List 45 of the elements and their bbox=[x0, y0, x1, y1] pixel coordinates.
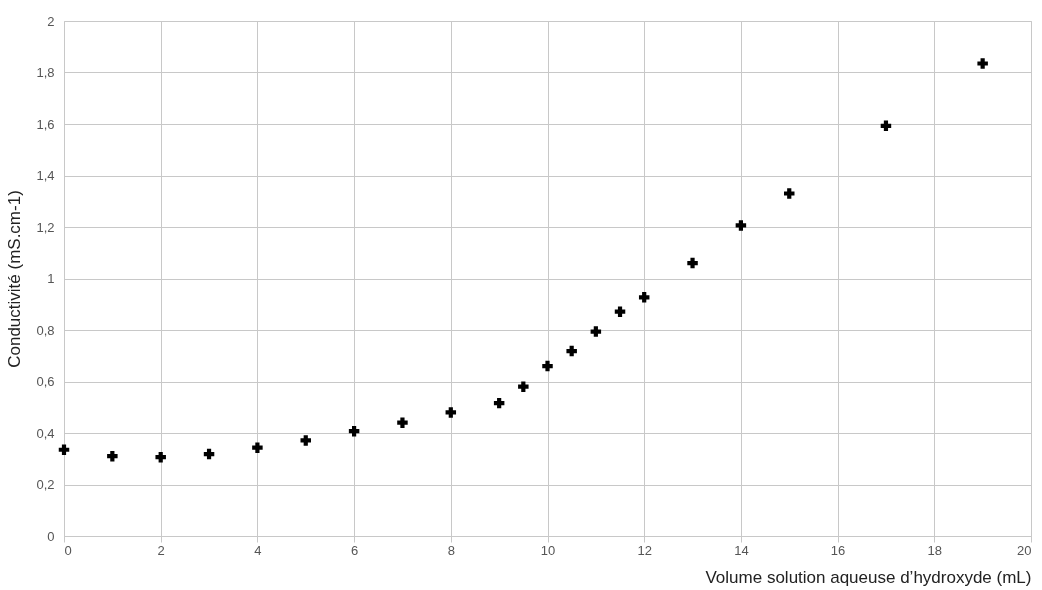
x-tick-label: 20 bbox=[1017, 542, 1032, 558]
point bbox=[590, 326, 602, 337]
y-axis-title: Conductivité (mS.cm-1) bbox=[5, 190, 25, 368]
y-tick-label: 0 bbox=[47, 528, 55, 544]
point bbox=[687, 257, 698, 269]
point bbox=[493, 397, 505, 409]
point bbox=[735, 220, 747, 231]
x-tick-label: 6 bbox=[350, 542, 359, 558]
y-tick-label: 0,6 bbox=[36, 374, 55, 389]
point bbox=[566, 345, 577, 357]
point bbox=[445, 407, 457, 418]
x-tick-label: 10 bbox=[540, 542, 556, 558]
point bbox=[542, 360, 553, 372]
point bbox=[203, 448, 215, 460]
point bbox=[397, 417, 408, 428]
point bbox=[155, 451, 166, 463]
y-tick-label: 0,8 bbox=[36, 322, 55, 338]
x-axis-title: Volume solution aqueuse d’hydroxyde (mL) bbox=[705, 567, 1032, 587]
x-tick-label: 18 bbox=[927, 542, 943, 558]
y-tick-label: 2 bbox=[47, 13, 55, 29]
y-tick-label: 0,4 bbox=[36, 425, 55, 441]
x-tick-label: 12 bbox=[637, 542, 652, 558]
point bbox=[977, 58, 988, 69]
point bbox=[518, 381, 529, 392]
x-tick-label: 16 bbox=[830, 542, 846, 558]
point bbox=[252, 442, 263, 453]
point bbox=[614, 306, 626, 317]
point bbox=[348, 425, 360, 437]
y-tick-label: 1,6 bbox=[36, 116, 55, 132]
x-tick-label: 0 bbox=[64, 542, 72, 558]
point bbox=[638, 292, 650, 303]
point bbox=[300, 435, 311, 446]
y-tick-label: 1 bbox=[47, 271, 55, 286]
x-tick-label: 14 bbox=[734, 542, 749, 558]
point bbox=[58, 444, 70, 455]
x-tick-label: 4 bbox=[254, 542, 262, 558]
y-tick-label: 0,2 bbox=[36, 477, 55, 492]
point bbox=[880, 120, 892, 132]
x-tick-label: 2 bbox=[157, 542, 165, 558]
y-tick-label: 1,2 bbox=[36, 219, 55, 235]
point bbox=[107, 450, 118, 462]
y-tick-label: 1,8 bbox=[36, 65, 55, 80]
point bbox=[784, 188, 795, 199]
y-tick-label: 1,4 bbox=[36, 168, 55, 183]
x-tick-label: 8 bbox=[447, 542, 455, 558]
